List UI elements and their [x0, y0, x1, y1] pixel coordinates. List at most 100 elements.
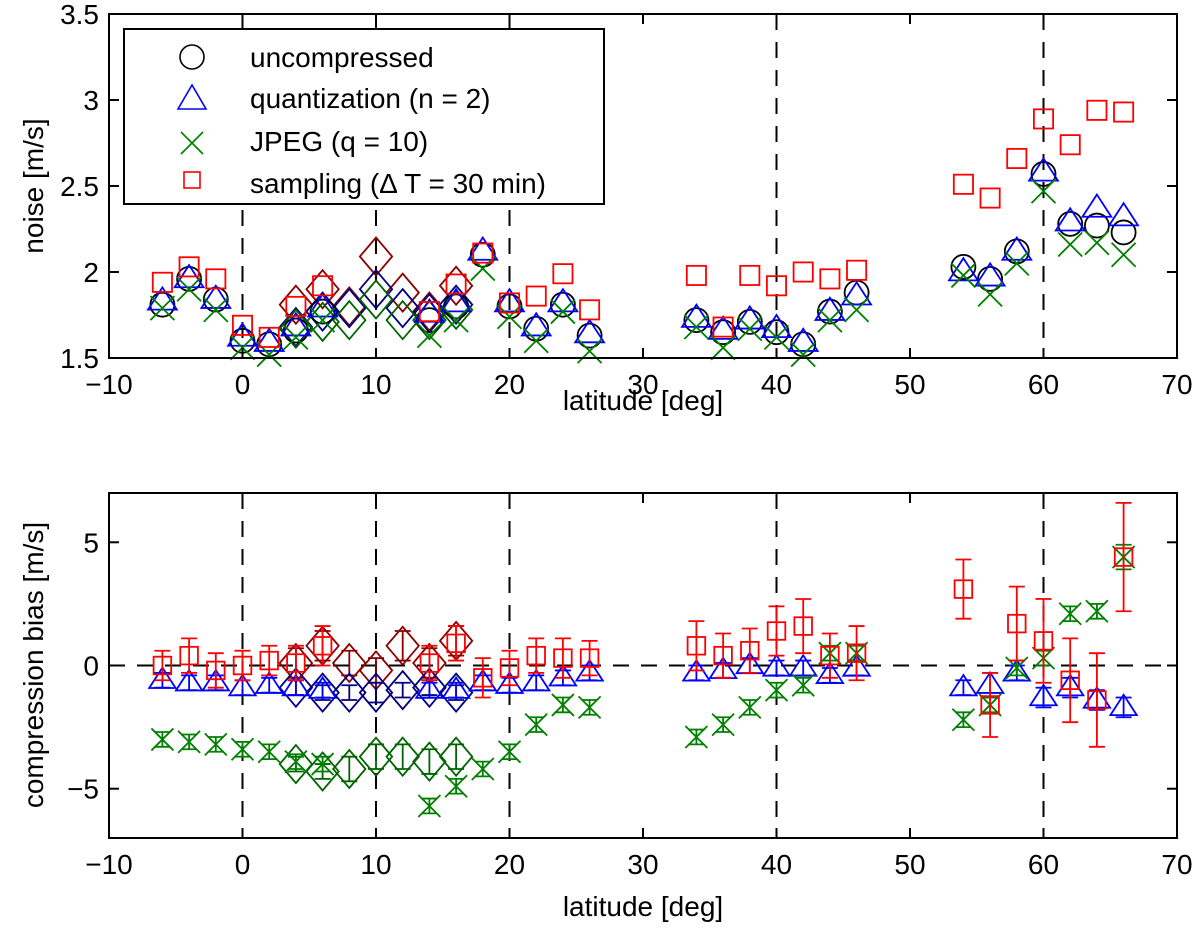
sampling-point — [766, 621, 787, 641]
uncompressed-point — [443, 293, 470, 320]
quantization-point — [441, 675, 471, 699]
jpeg-point — [764, 678, 789, 702]
sampling-point — [525, 285, 547, 307]
jpeg-point — [950, 262, 977, 289]
quantization-point — [414, 675, 445, 699]
sampling-point — [151, 271, 173, 293]
uncompressed-point — [202, 286, 229, 313]
legend-label: uncompressed — [250, 42, 434, 73]
sampling-point — [820, 645, 840, 666]
jpeg-point — [1058, 602, 1082, 626]
sampling-point — [445, 273, 467, 295]
jpeg-point — [951, 708, 976, 732]
jpeg-point — [444, 774, 468, 798]
diamond-navy-point — [358, 672, 394, 713]
diamond-navy-point — [412, 667, 447, 709]
sampling-point — [739, 264, 761, 286]
x-marker-icon — [180, 131, 204, 155]
circle-marker-icon — [179, 44, 205, 70]
x-tick-label: 50 — [894, 369, 925, 400]
uncompressed-point — [416, 307, 443, 334]
jpeg-point — [471, 757, 495, 781]
sampling-point — [473, 668, 493, 688]
bias-markers — [147, 501, 1139, 818]
sampling-point — [1033, 631, 1054, 651]
quantization-point — [174, 668, 204, 692]
noise-x-tick-labels: −10 0 10 20 30 40 50 60 70 — [85, 369, 1192, 400]
noise-y-tick-labels: 1.5 2 2.5 3 3.5 — [60, 0, 99, 374]
jpeg-point — [738, 695, 762, 720]
legend-label: JPEG (q = 10) — [250, 126, 428, 157]
quantization-point — [548, 663, 578, 687]
jpeg-point — [176, 276, 202, 302]
sampling-point — [579, 648, 600, 668]
noise-x-axis-label: latitude [deg] — [563, 385, 723, 416]
jpeg-point — [523, 328, 549, 354]
diamond-darkgreen-point — [278, 743, 314, 785]
diamond-navy-point — [438, 284, 474, 326]
legend: uncompressed quantization (n = 2) JPEG (… — [123, 28, 605, 205]
sampling-point — [1033, 108, 1055, 130]
diamond-darkred-point — [385, 272, 421, 314]
quantization-point — [815, 661, 845, 684]
diamond-darkgreen-point — [385, 299, 421, 341]
sampling-point — [179, 645, 199, 666]
sampling-point — [685, 264, 707, 286]
jpeg-point — [1057, 231, 1083, 258]
sampling-point — [446, 633, 466, 654]
sampling-point — [526, 645, 546, 666]
jpeg-point — [710, 335, 736, 361]
legend-entry-uncompressed: uncompressed — [179, 42, 434, 73]
sampling-point — [1113, 101, 1135, 123]
diamond-navy-point — [331, 672, 367, 713]
jpeg-point — [257, 740, 281, 764]
y-tick-label: −5 — [67, 774, 99, 805]
jpeg-point — [790, 341, 816, 368]
uncompressed-point — [977, 265, 1003, 292]
sampling-point — [206, 660, 226, 681]
quantization-point — [840, 280, 873, 306]
y-tick-label: 2.5 — [60, 171, 99, 202]
x-tick-label: 70 — [1161, 849, 1192, 880]
sampling-point — [553, 648, 573, 668]
sampling-point — [312, 636, 333, 656]
uncompressed-point — [176, 265, 203, 292]
legend-label: sampling (Δ T = 30 min) — [250, 168, 546, 199]
triangle-marker-icon — [176, 83, 208, 110]
sampling-point — [579, 299, 601, 321]
uncompressed-point — [817, 298, 843, 325]
sampling-point — [792, 261, 814, 283]
jpeg-point — [817, 307, 843, 333]
quantization-point — [1027, 156, 1060, 182]
noise-panel: −10 0 10 20 30 40 50 60 70 1.5 2 2.5 3 3.5 latitude … — [18, 0, 1193, 416]
sampling-point — [205, 268, 227, 290]
jpeg-point — [203, 297, 229, 323]
sampling-point — [980, 695, 1000, 715]
quantization-point — [1000, 235, 1033, 261]
jpeg-point — [524, 713, 548, 737]
legend-entry-jpeg: JPEG (q = 10) — [180, 126, 428, 157]
y-tick-label: 5 — [83, 527, 99, 558]
quantization-point — [281, 673, 311, 697]
jpeg-point — [576, 338, 603, 364]
sampling-point — [472, 242, 494, 264]
x-tick-label: 10 — [360, 369, 391, 400]
sampling-point — [312, 275, 334, 297]
y-tick-label: 1.5 — [60, 343, 99, 374]
y-tick-label: 2 — [83, 257, 99, 288]
quantization-point — [521, 668, 552, 692]
diamond-darkgreen-point — [385, 736, 421, 778]
sampling-point — [846, 643, 867, 663]
jpeg-point — [1030, 178, 1057, 204]
noise-markers — [146, 99, 1140, 368]
diamond-navy-point — [331, 287, 367, 329]
sampling-point — [552, 263, 574, 285]
quantization-point — [1107, 201, 1140, 227]
uncompressed-point — [710, 319, 736, 346]
jpeg-point — [284, 749, 308, 774]
diamond-navy-point — [305, 672, 340, 713]
square-marker-icon — [183, 171, 201, 189]
x-tick-label: 40 — [761, 849, 792, 880]
quantization-point — [147, 665, 178, 689]
bias-y-tick-labels: −5 0 5 — [67, 527, 99, 804]
